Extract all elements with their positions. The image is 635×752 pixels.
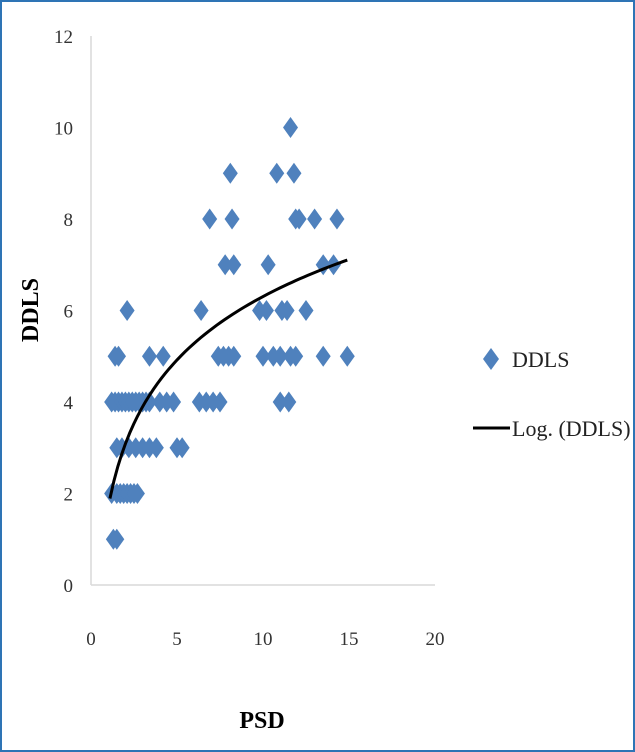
data-point [255,345,271,367]
x-tick-label: 20 [426,629,445,650]
x-axis-title: PSD [239,708,284,734]
data-point [272,345,288,367]
data-point [193,300,209,321]
y-tick-label: 6 [64,302,74,323]
data-point [141,391,157,413]
data-point [226,254,242,276]
legend: DDLS Log. (DDLS) [473,347,631,441]
data-point [258,300,274,321]
data-point [329,208,345,230]
data-point [155,345,171,367]
legend-label-ddls: DDLS [512,347,569,372]
x-tick-label: 5 [172,629,182,650]
data-point [279,300,295,321]
data-point [111,345,127,367]
x-tick-label: 0 [86,629,96,650]
data-point [298,300,314,321]
data-point [119,300,135,321]
data-point [226,345,242,367]
axes [90,36,435,586]
data-point [174,437,190,459]
y-tick-label: 12 [54,27,73,48]
x-tick-label: 10 [254,629,273,650]
data-point [212,391,228,413]
data-point [109,528,125,550]
data-point [291,208,307,230]
log-trendline [108,258,348,499]
data-point [283,117,299,138]
data-point [141,345,157,367]
data-point [272,391,288,413]
x-tick-label: 15 [340,629,359,650]
data-point [281,391,297,413]
data-points [104,117,355,550]
data-point [129,483,145,504]
y-tick-label: 2 [64,485,74,506]
y-tick-label: 10 [54,119,73,140]
data-point [166,391,182,413]
x-tick-labels: 0 5 10 15 20 [86,629,444,650]
data-point [269,162,285,184]
data-point [202,208,218,230]
y-tick-label: 0 [64,576,74,597]
data-point [148,437,164,459]
y-tick-labels: 0 2 4 6 8 10 12 [54,27,74,597]
data-point [222,162,238,184]
data-point [339,345,355,367]
data-point [224,208,240,230]
y-tick-label: 8 [64,210,74,231]
y-axis-title: DDLS [18,278,44,342]
data-point [315,345,331,367]
legend-diamond-marker [483,348,499,370]
data-point [307,208,323,230]
y-tick-label: 4 [64,393,74,414]
data-point [260,254,276,276]
legend-label-log-ddls: Log. (DDLS) [512,416,631,441]
data-point [217,254,233,276]
data-point [288,345,304,367]
data-point [286,162,302,184]
